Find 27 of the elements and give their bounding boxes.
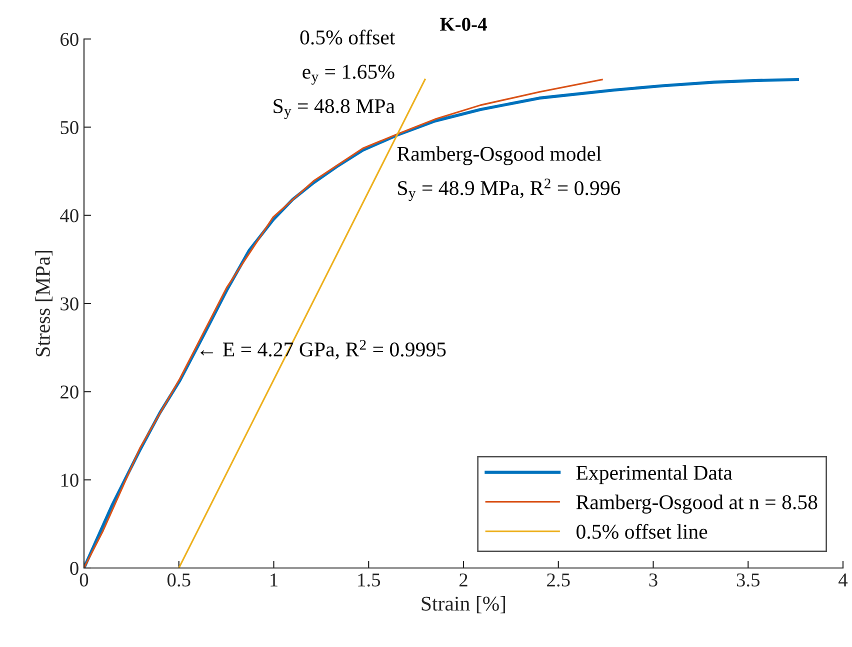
y-tick-label: 20 [60, 385, 78, 399]
annotation: S$_{y}$ = 48.9 MPa, R$^{2}$ = 0.996 [398, 178, 620, 201]
chart-title: K-0-4 [440, 18, 487, 31]
y-tick-label: 10 [61, 474, 78, 487]
x-tick-label: 4 [838, 574, 848, 586]
x-tick-label: 0 [80, 573, 88, 587]
x-axis-title: Strain [%] [422, 596, 506, 614]
x-tick-label: 0.5 [167, 573, 190, 587]
annotation: S$_{y}$ = 48.8 MPa [274, 99, 395, 119]
x-tick-label: 3 [649, 573, 658, 587]
y-tick-label: 60 [60, 32, 78, 46]
y-tick-label: 30 [60, 297, 78, 310]
y-axis-title: Stress [MPa] [35, 250, 52, 356]
annotation: e$_{y}$ = 1.65% [302, 64, 394, 85]
y-tick-label: 40 [60, 209, 78, 222]
x-tick-label: 1 [270, 574, 278, 586]
annotation: 0.5% offset [300, 30, 396, 45]
legend-label: 0.5% offset line [576, 524, 708, 539]
legend-label: Ramberg-Osgood at n = 8.58 [576, 494, 818, 514]
x-tick-label: 2.5 [547, 573, 570, 587]
y-tick-label: 50 [60, 120, 78, 134]
x-tick-label: 2 [459, 573, 468, 586]
x-tick-label: 1.5 [358, 574, 380, 587]
x-tick-label: 3.5 [736, 573, 760, 587]
annotation: Ramberg-Osgood model [397, 146, 602, 166]
legend-label: Experimental Data [576, 465, 732, 484]
y-tick-label: 0 [70, 562, 78, 575]
